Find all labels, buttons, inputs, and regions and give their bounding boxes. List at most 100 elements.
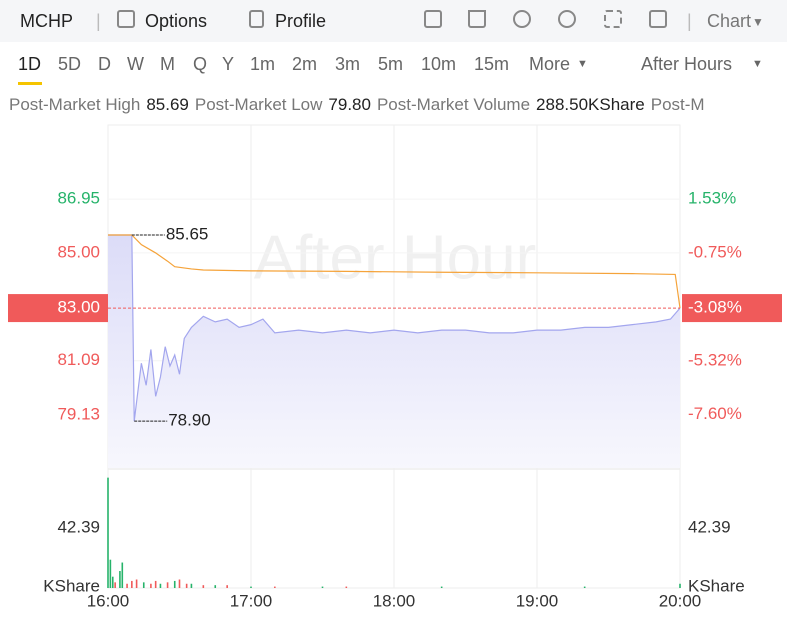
x-tick-label: 17:00 (230, 591, 273, 610)
last-price-box (8, 294, 108, 323)
watermark: After Hour (254, 223, 537, 292)
y-tick-label: 86.95 (57, 189, 100, 208)
volume-bar (159, 583, 162, 588)
unit-label: KShare (688, 576, 745, 595)
annotation-label: 85.65 (166, 224, 209, 243)
volume-bar (135, 579, 138, 588)
period[interactable]: W (127, 54, 144, 74)
volume-bar (345, 586, 348, 588)
more[interactable]: More (529, 54, 571, 74)
x-tick-label: 16:00 (87, 591, 130, 610)
y2-tick-label: -5.32% (688, 350, 742, 369)
y-tick-label: 79.13 (57, 404, 100, 423)
settings-icon[interactable] (558, 10, 576, 28)
period[interactable]: 3m (335, 54, 361, 74)
stat-value: 288.50KShare (536, 95, 645, 114)
volume-bar (321, 586, 324, 588)
y2-tick-label: 42.39 (688, 518, 731, 537)
volume-bar (121, 562, 124, 588)
volume-bar (190, 583, 193, 588)
period[interactable]: 15m (474, 54, 510, 74)
volume-bar (111, 576, 114, 588)
volume-bar (274, 586, 276, 588)
plot-frame (107, 124, 681, 589)
stat-value: 79.80 (328, 95, 371, 114)
change-box (682, 294, 782, 323)
stat-label: Post-Market Low (194, 95, 323, 114)
price-area (108, 235, 680, 468)
stat-label: Post-M (650, 95, 705, 114)
last-price-label: 83.00 (57, 298, 100, 317)
dropdown-arrow: ▼ (752, 15, 764, 29)
stat-label: Post-Market Volume (376, 95, 531, 114)
indicator-icon[interactable] (424, 10, 442, 28)
x-tick-label: 19:00 (516, 591, 559, 610)
volume-bar (583, 586, 586, 588)
y-tick-label: 42.39 (57, 518, 100, 537)
x-tick-label: 20:00 (659, 591, 702, 610)
period-bar: More ▼ After Hours ▼ 1D 5D D W M Q Y 1m 2m 3m 5m 10… (0, 42, 787, 86)
period[interactable]: 5m (378, 54, 404, 74)
volume-bar (679, 583, 681, 588)
volume-bar (202, 585, 205, 588)
dropdown-arrow: ▼ (577, 58, 588, 70)
volume-bar (440, 586, 443, 588)
layout-icon[interactable] (649, 10, 667, 28)
volume-bar (214, 585, 217, 588)
volume-bar (178, 579, 181, 588)
active-underline (18, 82, 42, 85)
x-tick-label: 18:00 (373, 591, 416, 610)
dropdown-arrow: ▼ (752, 58, 763, 70)
chart-menu[interactable]: Chart (707, 11, 752, 31)
volume-bar (226, 585, 228, 588)
period[interactable]: 5D (58, 54, 82, 74)
volume-bar (185, 583, 188, 588)
volume-bar (166, 582, 169, 588)
period[interactable]: Y (222, 54, 235, 74)
volume-bar (150, 583, 152, 588)
period[interactable]: 10m (421, 54, 457, 74)
profile-icon[interactable] (249, 10, 264, 28)
period[interactable]: D (98, 54, 111, 74)
annotation-label: 78.90 (168, 411, 211, 430)
y-tick-label: 81.09 (57, 350, 100, 369)
volume-bar (119, 571, 121, 588)
refresh-icon[interactable] (513, 10, 531, 28)
unit-label: KShare (43, 576, 100, 595)
change-label: -3.08% (688, 298, 742, 317)
volume-bar (107, 477, 109, 588)
volume-bar (126, 583, 128, 588)
fullscreen-icon[interactable] (604, 10, 622, 28)
volume-bar (173, 580, 176, 588)
stat-value: 85.69 (146, 95, 189, 114)
line-series (108, 234, 681, 309)
volume-bar (142, 582, 145, 588)
draw-icon[interactable] (468, 10, 486, 28)
stats-row: Post-Market High 85.69 Post-Market Low 79.8… (9, 95, 705, 115)
y-tick-label: 85.00 (57, 242, 100, 261)
stat-label: Post-Market High (9, 95, 141, 114)
y2-tick-label: 1.53% (688, 189, 736, 208)
volume-bar (250, 586, 252, 588)
period[interactable]: 2m (292, 54, 318, 74)
line-series (108, 234, 681, 422)
period[interactable]: Q (193, 54, 208, 74)
divider: | (687, 11, 692, 31)
period[interactable]: 1D (18, 54, 42, 74)
symbol[interactable]: MCHP (20, 11, 73, 31)
period[interactable]: 1m (250, 54, 276, 74)
profile[interactable]: Profile (275, 11, 327, 31)
period[interactable]: M (160, 54, 175, 74)
options[interactable]: Options (145, 11, 208, 31)
volume-bar (114, 582, 116, 588)
y2-tick-label: -7.60% (688, 404, 742, 423)
session[interactable]: After Hours (641, 54, 733, 74)
y2-tick-label: -0.75% (688, 242, 742, 261)
volume-bar (154, 580, 157, 588)
volume-bar (131, 580, 133, 588)
volume-bar (109, 559, 112, 588)
options-icon[interactable] (117, 10, 135, 28)
